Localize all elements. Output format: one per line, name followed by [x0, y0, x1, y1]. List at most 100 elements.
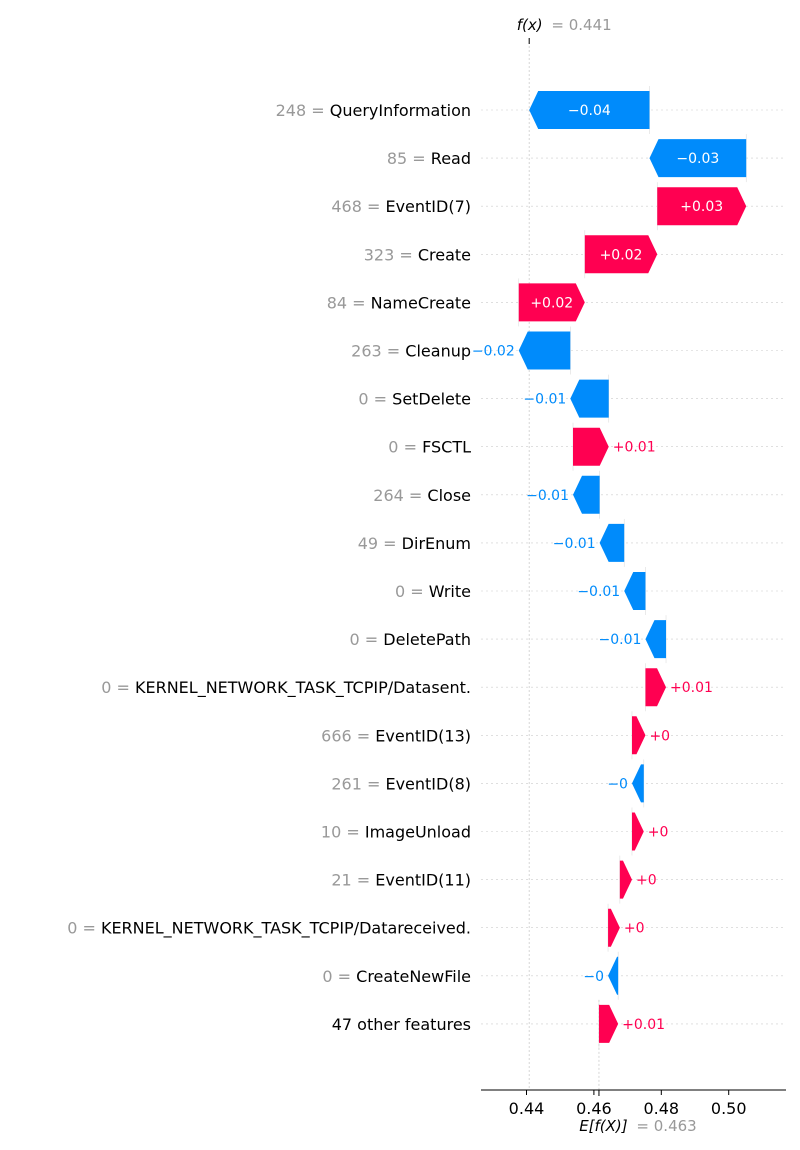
feature-value: 0	[67, 919, 77, 938]
bar-value-label: +0	[636, 873, 657, 889]
bar-value-label: +0.03	[680, 199, 723, 215]
bar-value-label: +0.01	[622, 1017, 665, 1033]
bar	[649, 139, 747, 178]
feature-equals: =	[362, 774, 386, 793]
efx-label: E[f(X)] = 0.463	[579, 1117, 697, 1135]
feature-value: 323	[364, 245, 395, 264]
feature-value: 0	[388, 438, 398, 457]
bar	[657, 187, 747, 226]
feature-name: Cleanup	[405, 342, 471, 361]
feature-equals: =	[341, 823, 365, 842]
feature-label: 248 = QueryInformation	[276, 101, 471, 120]
gridlines	[481, 109, 786, 1025]
feature-name: CreateNewFile	[356, 967, 471, 986]
bar	[631, 764, 644, 803]
feature-value: 0	[358, 390, 368, 409]
feature-value: 0	[322, 967, 332, 986]
bar	[518, 331, 571, 370]
feature-value: 261	[331, 774, 362, 793]
x-tick-label: 0.44	[509, 1099, 545, 1118]
feature-equals: =	[333, 967, 357, 986]
feature-label: 0 = KERNEL_NETWORK_TASK_TCPIP/Datasent.	[101, 678, 471, 698]
bar	[631, 812, 644, 851]
feature-name: Close	[427, 486, 471, 505]
feature-label: 21 = EventID(11)	[331, 871, 471, 890]
feature-label: 263 = Cleanup	[351, 342, 471, 361]
feature-label: 468 = EventID(7)	[331, 197, 471, 216]
efx-symbol: E[f(X)]	[579, 1117, 628, 1135]
x-tick-label: 0.50	[711, 1099, 747, 1118]
feature-equals: =	[382, 342, 406, 361]
feature-label: 323 = Create	[364, 245, 471, 264]
bar-value-label: +0.02	[600, 247, 643, 263]
bar	[645, 668, 667, 707]
bar	[584, 235, 658, 274]
feature-name: EventID(7)	[385, 197, 471, 216]
feature-name: ImageUnload	[365, 823, 471, 842]
feature-equals: =	[111, 678, 135, 697]
efx-value: = 0.463	[636, 1117, 696, 1135]
feature-name: QueryInformation	[330, 101, 471, 120]
feature-value: 0	[350, 630, 360, 649]
bar	[570, 379, 609, 418]
feature-label: 10 = ImageUnload	[321, 823, 471, 842]
feature-label: 261 = EventID(8)	[331, 774, 471, 793]
feature-equals: =	[306, 101, 330, 120]
bar	[598, 1004, 619, 1043]
feature-name: EventID(13)	[375, 726, 471, 745]
bar	[573, 475, 600, 514]
feature-value: 666	[321, 726, 352, 745]
bar-value-label: −0.01	[553, 536, 596, 552]
fx-header: f(x) = 0.441	[517, 16, 612, 34]
feature-name: KERNEL_NETWORK_TASK_TCPIP/Datasent.	[135, 678, 471, 698]
bar-value-label: −0.04	[568, 103, 611, 119]
bar	[608, 956, 619, 995]
bars: −0.04 −0.03 +0.03 +0.02 +0.02 −0.02 −0.01 +0.01…	[472, 91, 747, 1043]
feature-name: DirEnum	[402, 534, 471, 553]
feature-label: 264 = Close	[373, 486, 471, 505]
feature-label: 84 = NameCreate	[327, 293, 471, 312]
bar-value-label: −0.01	[577, 584, 620, 600]
feature-name: Read	[431, 149, 471, 168]
feature-value: 248	[276, 101, 307, 120]
feature-equals: =	[352, 871, 376, 890]
feature-label: 49 = DirEnum	[358, 534, 471, 553]
bar	[518, 283, 585, 322]
bar-value-label: −0.01	[526, 488, 569, 504]
feature-labels: 248 = QueryInformation 85 = Read 468 = Eve…	[67, 101, 471, 1034]
feature-name: SetDelete	[392, 390, 471, 409]
feature-value: 0	[101, 678, 111, 697]
bar	[631, 716, 646, 755]
feature-value: 49	[358, 534, 378, 553]
x-axis: 0.44 0.46 0.48 0.50	[481, 1089, 786, 1118]
feature-value: 85	[387, 149, 407, 168]
bar-value-label: +0	[624, 921, 645, 937]
feature-label: 0 = FSCTL	[388, 438, 471, 457]
feature-equals: =	[360, 630, 384, 649]
feature-value: 10	[321, 823, 341, 842]
x-tick-label: 0.48	[643, 1099, 679, 1118]
feature-equals: =	[362, 197, 386, 216]
feature-name: 47 other features	[332, 1015, 471, 1034]
bar	[599, 523, 625, 562]
feature-equals: =	[394, 245, 418, 264]
bar-value-label: +0.01	[670, 680, 713, 696]
feature-name: KERNEL_NETWORK_TASK_TCPIP/Datareceived.	[101, 919, 471, 939]
feature-value: 263	[351, 342, 382, 361]
feature-equals: =	[369, 390, 393, 409]
feature-label: 666 = EventID(13)	[321, 726, 471, 745]
feature-name: Write	[429, 582, 471, 601]
bar-value-label: −0	[607, 776, 628, 792]
bar	[619, 860, 632, 899]
bar-value-label: −0.02	[472, 344, 515, 360]
feature-value: 468	[331, 197, 362, 216]
feature-label: 85 = Read	[387, 149, 471, 168]
feature-label: 0 = CreateNewFile	[322, 967, 471, 986]
feature-value: 0	[395, 582, 405, 601]
feature-label: 0 = DeletePath	[350, 630, 471, 649]
bar-value-label: +0	[648, 825, 669, 841]
feature-label: 47 other features	[332, 1015, 471, 1034]
feature-label: 0 = KERNEL_NETWORK_TASK_TCPIP/Datareceiv…	[67, 919, 471, 939]
bar-value-label: +0.01	[613, 440, 656, 456]
